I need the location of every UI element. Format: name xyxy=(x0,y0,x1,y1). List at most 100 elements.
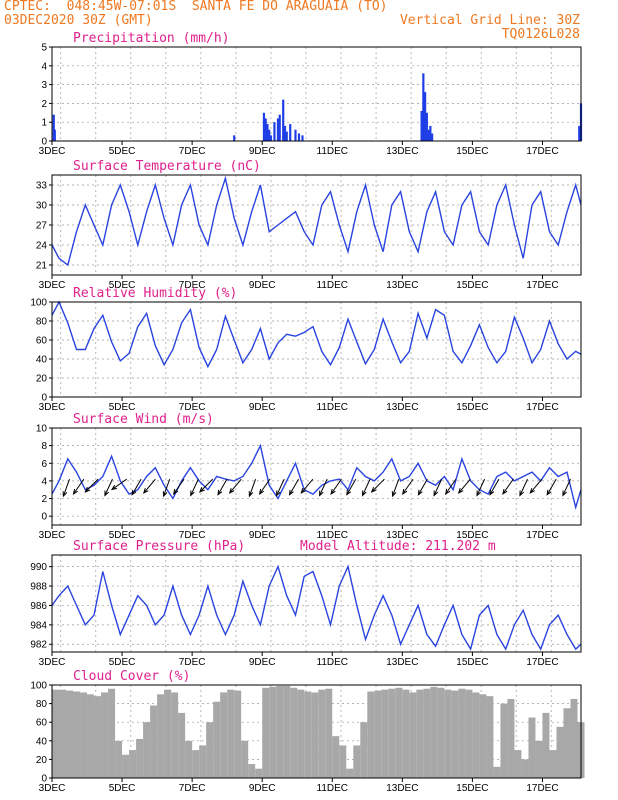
panel-3-xtick-label: 5DEC xyxy=(109,402,136,413)
panel-4-wind-arrowhead xyxy=(433,490,439,497)
panel-6-bar xyxy=(227,689,235,778)
panel-4-wind-arrowhead xyxy=(330,488,336,495)
panel-6-bar xyxy=(157,694,165,778)
panel-6-bar xyxy=(395,687,403,778)
panel-6-bar xyxy=(535,740,543,778)
panel-4-wind-arrow xyxy=(445,478,457,495)
panel-6-bar xyxy=(374,690,382,778)
panel-6-bar xyxy=(311,692,319,778)
panel-4-wind-arrowhead xyxy=(248,491,254,498)
panel-5-annotation: Model Altitude: 211.202 m xyxy=(300,539,496,554)
panel-6-bar xyxy=(52,689,60,778)
panel-6-bar xyxy=(297,689,305,778)
panel-1-ytick-label: 5 xyxy=(41,43,47,54)
panel-1-bar xyxy=(297,133,301,141)
panel-6-bar xyxy=(367,691,375,778)
panel-1-bar xyxy=(425,112,428,141)
panel-1-bar xyxy=(273,122,276,141)
panel-6-bar xyxy=(346,768,354,778)
panel-6-title: Cloud Cover (%) xyxy=(73,669,190,684)
panel-1-xtick-label: 17DEC xyxy=(526,146,558,157)
panel-6-ytick-label: 40 xyxy=(36,736,48,747)
panel-4-ytick-label: 0 xyxy=(41,512,47,523)
panel-4-wind-arrowhead xyxy=(444,488,451,495)
panel-4-wind-arrow xyxy=(519,478,529,496)
panel-2-ytick-label: 30 xyxy=(36,201,48,212)
panel-4-wind-arrow xyxy=(502,478,514,495)
panel-4-wind-arrowhead xyxy=(519,490,525,497)
panel-6-bar xyxy=(507,698,515,778)
panel-6-xtick-label: 5DEC xyxy=(109,783,136,794)
panel-6-bar xyxy=(444,689,452,778)
panel-4-wind-arrowhead xyxy=(401,488,408,495)
panel-6-xtick-label: 13DEC xyxy=(386,783,418,794)
panel-4-wind-arrowhead xyxy=(502,488,508,495)
panel-4-wind-arrowhead xyxy=(546,489,552,496)
panel-4-wind-arrowhead xyxy=(417,489,423,496)
panel-4-wind-arrowhead xyxy=(62,491,68,498)
panel-6-bar xyxy=(479,694,487,778)
panel-6-bar xyxy=(563,708,571,778)
panel-6-ytick-label: 0 xyxy=(41,774,47,785)
panel-6-bar xyxy=(353,745,361,778)
panel-2-frame xyxy=(51,174,582,276)
panel-1-ytick-label: 0 xyxy=(41,137,47,148)
panel-1-ytick-label: 1 xyxy=(41,118,47,129)
panel-6-bar xyxy=(213,701,221,778)
panel-4-wind-arrow xyxy=(173,478,185,495)
panel-1-frame xyxy=(51,46,582,142)
panel-4-wind-arrow xyxy=(229,478,242,494)
panel-4-wind-arrow xyxy=(131,478,142,495)
panel-4-wind-arrow xyxy=(402,478,414,495)
panel-1-bar xyxy=(578,125,581,141)
panel-4-wind-arrowhead xyxy=(276,490,281,497)
panel-2-xtick-label: 3DEC xyxy=(39,280,66,291)
panel-4-wind-arrowhead xyxy=(391,491,397,498)
panel-4-wind-arrowhead xyxy=(457,488,464,494)
panel-6-xtick-label: 9DEC xyxy=(249,783,276,794)
panel-4-ytick-label: 2 xyxy=(41,494,47,505)
panel-6-xtick-label: 15DEC xyxy=(456,783,488,794)
panel-5-frame xyxy=(51,554,582,653)
panel-6-bar xyxy=(248,764,256,778)
panel-5-xtick-label: 17DEC xyxy=(526,657,558,668)
panel-5-xtick-label: 3DEC xyxy=(39,657,66,668)
panel-1-xtick-label: 5DEC xyxy=(109,146,136,157)
panel-1-bar xyxy=(289,124,292,141)
panel-1-bar xyxy=(269,135,273,141)
panel-4-wind-arrow xyxy=(248,478,257,497)
panel-6-bar xyxy=(234,690,242,778)
panel-2-xtick-label: 9DEC xyxy=(249,280,276,291)
panel-6-bar xyxy=(437,687,445,778)
panel-4-wind-arrow xyxy=(163,478,171,497)
panel-4-wind-arrowhead xyxy=(529,488,535,494)
panel-4-wind-arrow xyxy=(85,478,99,493)
panel-6-bar xyxy=(185,740,193,778)
panel-1-xtick-label: 15DEC xyxy=(456,146,488,157)
panel-4-wind-arrowhead xyxy=(72,488,78,495)
panel-6-bar xyxy=(549,750,557,778)
panel-6-bar xyxy=(409,692,417,778)
panel-4-xtick-label: 13DEC xyxy=(386,530,418,541)
panel-1-bar xyxy=(282,99,285,141)
panel-6-bar xyxy=(528,717,536,778)
panel-4-wind-arrow xyxy=(104,478,113,496)
panel-1-bar xyxy=(52,114,55,141)
panel-4-wind-arrowhead xyxy=(217,489,223,496)
panel-6-bar xyxy=(388,688,396,778)
panel-4-wind-arrow xyxy=(111,478,128,490)
panel-6-ytick-label: 60 xyxy=(36,718,48,729)
panel-4-wind-arrow xyxy=(417,478,428,495)
model-code: TQ0126L028 xyxy=(501,27,580,42)
panel-1-ytick-label: 2 xyxy=(41,99,47,110)
panel-6-bar xyxy=(465,689,473,778)
panel-3-xtick-label: 13DEC xyxy=(386,402,418,413)
station-header: CPTEC: 048:45W-07:01S SANTA FE DO ARAGUA… xyxy=(4,0,388,14)
panel-4-wind-arrow xyxy=(217,478,228,495)
panel-4-wind-arrowhead xyxy=(190,490,195,497)
panel-6-bar xyxy=(129,750,137,778)
panel-4-series-line xyxy=(51,443,582,511)
panel-6-bar xyxy=(283,685,291,778)
panel-6-bar xyxy=(136,738,144,778)
panel-6-bar xyxy=(143,722,151,778)
